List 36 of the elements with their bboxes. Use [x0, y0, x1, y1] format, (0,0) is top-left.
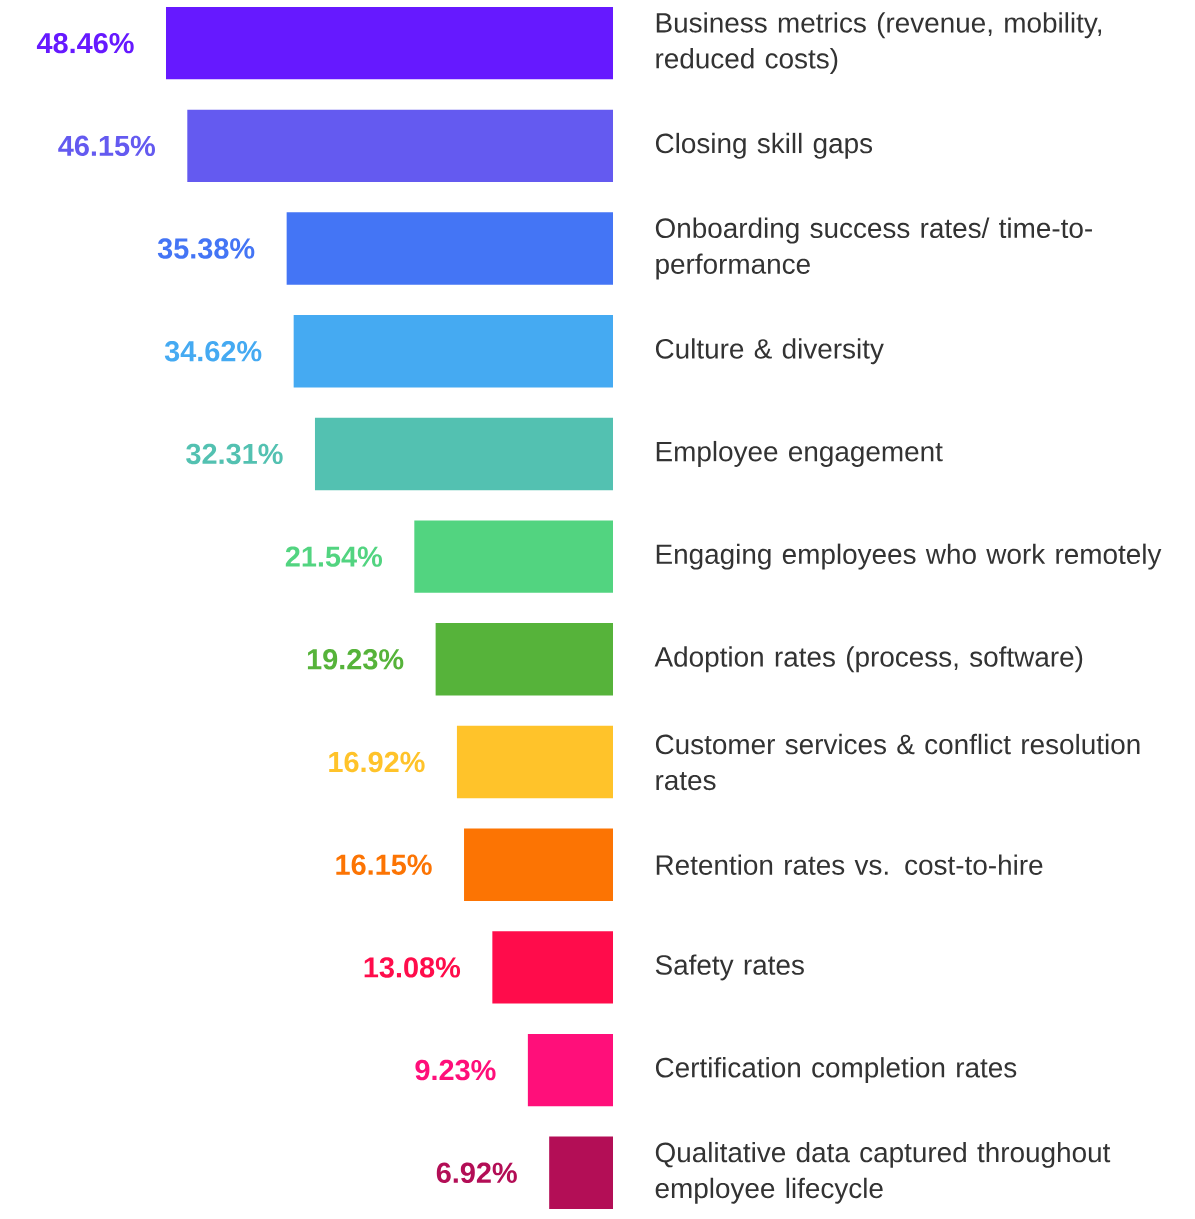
data-label: 35.38%	[157, 238, 255, 259]
data-label: 9.23%	[415, 1059, 496, 1081]
bar	[464, 828, 613, 901]
y-tick-label: Engaging employees who work remotely	[656, 543, 1162, 570]
y-tick-label: Onboarding success rates/ time-to-performance	[655, 217, 1092, 280]
bar	[414, 520, 613, 593]
y-tick-label: Safety rates	[655, 954, 804, 981]
y-tick-label: Culture & diversity	[655, 338, 884, 365]
bar	[187, 109, 613, 183]
bar	[549, 1136, 613, 1209]
y-tick-label: Closing skill gaps	[655, 132, 873, 159]
y-tick-label: Customer services & conflict resolution rates	[655, 733, 1140, 791]
bar	[293, 315, 613, 388]
bar	[166, 6, 613, 80]
data-label: 19.23%	[307, 649, 404, 670]
data-label: 6.92%	[436, 1162, 517, 1184]
y-tick-label: Certification completion rates	[655, 1057, 1017, 1084]
data-label: 13.08%	[364, 957, 461, 978]
data-label: 16.92%	[329, 751, 425, 773]
y-tick-label: Business metrics (revenue, mobility, reduced costs)	[656, 12, 1102, 75]
data-label: 48.46%	[36, 32, 134, 54]
data-label: 32.31%	[186, 443, 283, 465]
data-label: 21.54%	[285, 546, 383, 567]
y-tick-label: Adoption rates (process, software)	[654, 646, 1083, 673]
bar	[435, 623, 613, 696]
bar	[286, 212, 613, 285]
data-label: 16.15%	[336, 854, 432, 875]
bar	[314, 417, 613, 491]
data-label: 34.62%	[164, 340, 262, 362]
bar	[456, 725, 613, 799]
y-tick-label: Employee engagement	[656, 440, 943, 467]
y-tick-label: Qualitative data captured throughout employee lifecycle	[655, 1141, 1111, 1204]
bar	[527, 1033, 613, 1107]
data-label: 46.15%	[58, 135, 155, 157]
y-tick-label: Retention rates vs. cost-to-hire	[656, 854, 1043, 875]
bar	[492, 931, 613, 1004]
